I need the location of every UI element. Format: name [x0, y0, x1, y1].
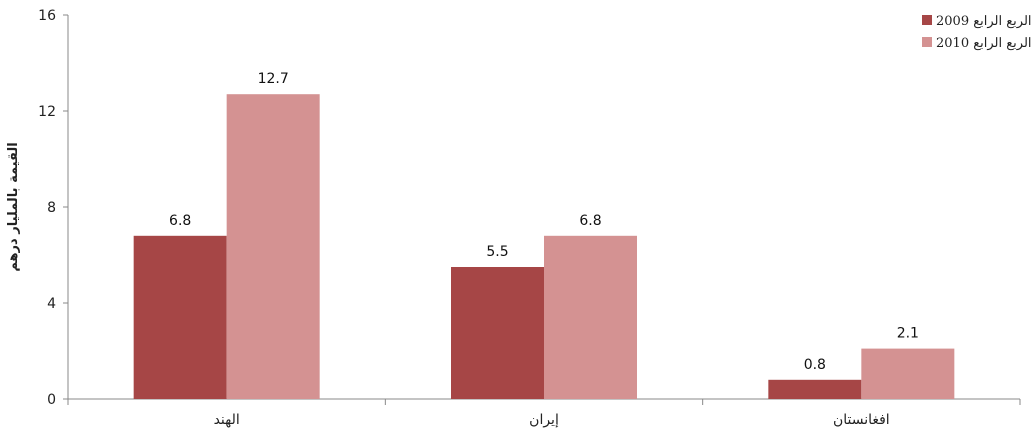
legend-swatch: [922, 37, 932, 47]
y-tick-label: 0: [47, 392, 56, 408]
legend-label: الربع الرابع 2009: [936, 14, 1032, 29]
bar-value-label: 6.8: [579, 213, 601, 229]
bar-value-label: 0.8: [804, 357, 826, 373]
bar: [768, 379, 862, 399]
bar-value-label: 12.7: [258, 71, 289, 87]
y-axis-label: القيمة بالمليار درهم: [6, 142, 21, 271]
x-category-label: إيران: [529, 412, 559, 428]
x-category-label: افغانستان: [833, 412, 890, 428]
data-labels: 6.8 12.7 5.5 6.8 0.8 2.1: [169, 71, 919, 373]
bar: [544, 235, 637, 399]
bars: [133, 94, 955, 399]
bar-value-label: 6.8: [169, 213, 191, 229]
bar: [226, 94, 320, 399]
legend-swatch: [922, 15, 932, 25]
bar-value-label: 2.1: [897, 326, 919, 342]
bar: [133, 235, 227, 399]
x-category-label: الهند: [214, 412, 240, 428]
bar: [861, 348, 955, 399]
y-tick-label: 16: [38, 8, 56, 24]
y-tick-label: 8: [47, 200, 56, 216]
y-tick-label: 12: [38, 104, 56, 120]
y-tick-label: 4: [47, 296, 56, 312]
bar: [451, 267, 544, 399]
legend-label: الربع الرابع 2010: [936, 36, 1032, 51]
legend: الربع الرابع 2009 الربع الرابع 2010: [922, 14, 1032, 51]
bar-value-label: 5.5: [486, 244, 508, 260]
